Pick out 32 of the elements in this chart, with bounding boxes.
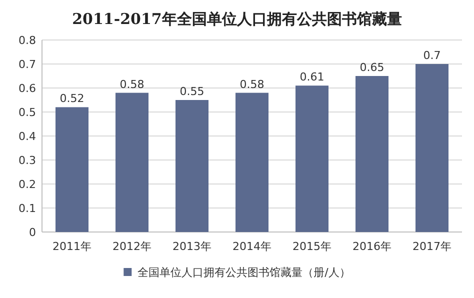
x-tick-label: 2016年 xyxy=(352,240,392,253)
data-label: 0.65 xyxy=(360,61,384,74)
y-tick-label: 0.4 xyxy=(18,130,36,143)
data-label: 0.61 xyxy=(300,70,324,84)
y-tick-label: 0.2 xyxy=(18,178,36,191)
y-tick-label: 0.7 xyxy=(18,58,36,71)
chart-title: 2011-2017年全国单位人口拥有公共图书馆藏量 xyxy=(72,10,402,28)
x-tick-label: 2012年 xyxy=(112,240,152,253)
data-label: 0.7 xyxy=(423,49,441,62)
data-label: 0.58 xyxy=(120,78,144,91)
bar xyxy=(56,107,88,232)
bar xyxy=(176,100,208,232)
x-tick-label: 2015年 xyxy=(292,240,332,253)
x-tick-label: 2011年 xyxy=(52,240,92,253)
bar xyxy=(236,92,268,232)
x-tick-label: 2013年 xyxy=(172,240,212,253)
bar xyxy=(416,64,448,232)
x-tick-label: 2014年 xyxy=(232,240,272,253)
x-tick-label: 2017年 xyxy=(412,240,452,253)
y-tick-label: 0.6 xyxy=(18,82,36,95)
y-tick-label: 0.5 xyxy=(18,106,36,119)
data-label: 0.55 xyxy=(180,85,204,98)
y-tick-label: 0.1 xyxy=(18,202,36,215)
data-label: 0.58 xyxy=(240,78,264,91)
y-tick-label: 0 xyxy=(29,226,36,239)
bar xyxy=(296,86,328,232)
bar xyxy=(116,92,148,232)
bar xyxy=(356,76,388,232)
y-tick-label: 0.3 xyxy=(18,154,36,167)
y-tick-label: 0.8 xyxy=(18,34,36,47)
data-label: 0.52 xyxy=(60,92,84,106)
legend-label: 全国单位人口拥有公共图书馆藏量（册/人） xyxy=(138,266,350,279)
